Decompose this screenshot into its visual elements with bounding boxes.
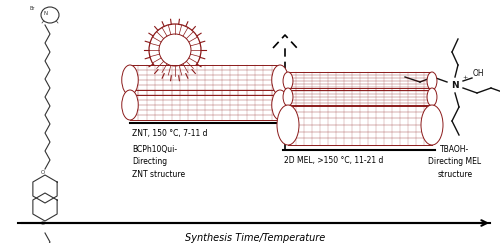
Text: Br: Br [29, 6, 35, 11]
Ellipse shape [41, 7, 59, 23]
Bar [130, 90, 280, 120]
Ellipse shape [427, 72, 437, 90]
Text: OH: OH [473, 69, 484, 78]
Text: O: O [41, 170, 45, 175]
Ellipse shape [272, 65, 288, 95]
Ellipse shape [122, 65, 138, 95]
Text: 2D MEL, >150 °C, 11-21 d: 2D MEL, >150 °C, 11-21 d [284, 156, 384, 165]
Text: +: + [462, 75, 467, 80]
Text: BCPh10Qui-
Directing
ZNT structure: BCPh10Qui- Directing ZNT structure [132, 145, 185, 179]
Ellipse shape [427, 88, 437, 106]
Bar [288, 72, 432, 90]
Ellipse shape [272, 90, 288, 120]
Bar [288, 88, 432, 106]
Text: N: N [44, 11, 48, 17]
Ellipse shape [122, 90, 138, 120]
Text: N: N [451, 80, 459, 89]
Text: Synthesis Time/Temperature: Synthesis Time/Temperature [185, 233, 325, 243]
Circle shape [149, 24, 201, 76]
Text: TBAOH-
Directing MEL
structure: TBAOH- Directing MEL structure [428, 145, 482, 179]
Circle shape [159, 34, 191, 66]
Text: ZNT, 150 °C, 7-11 d: ZNT, 150 °C, 7-11 d [132, 129, 208, 138]
Bar [288, 105, 432, 145]
Ellipse shape [283, 88, 293, 106]
Ellipse shape [421, 105, 443, 145]
Ellipse shape [283, 72, 293, 90]
Text: O: O [41, 221, 45, 226]
Bar [130, 65, 280, 95]
Ellipse shape [277, 105, 299, 145]
